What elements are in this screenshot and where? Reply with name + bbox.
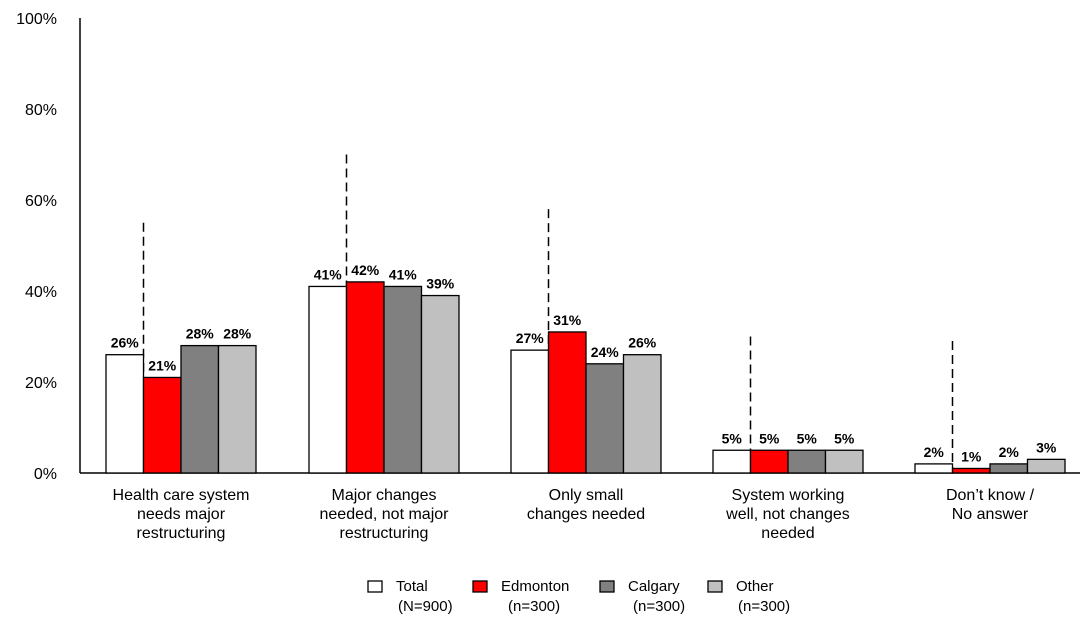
y-tick-label: 60% [25, 193, 57, 210]
y-tick-label: 20% [25, 375, 57, 392]
data-label: 3% [1036, 439, 1057, 455]
category-label: Only small changes needed [527, 487, 645, 523]
legend-sample-size: (n=300) [633, 598, 685, 615]
bar [217, 344, 257, 474]
legend-swatch [472, 580, 488, 593]
legend-label: Other [736, 578, 774, 595]
y-tick-label: 40% [25, 284, 57, 301]
category-label-line: No answer [952, 506, 1029, 523]
bar [585, 363, 625, 474]
data-label: 28% [223, 326, 252, 342]
bar [105, 354, 145, 474]
data-label: 21% [148, 357, 177, 373]
y-tick-label: 0% [34, 466, 57, 483]
bar [712, 449, 752, 474]
bar [383, 285, 423, 474]
category-label-line: needed, not major [320, 506, 450, 523]
category-label: Don’t know / No answer [946, 487, 1035, 523]
category-label-line: needed [761, 525, 814, 542]
data-label: 5% [797, 430, 818, 446]
data-label: 1% [961, 448, 982, 464]
bars [105, 281, 1066, 474]
legend-swatch [599, 580, 615, 593]
legend-swatch [707, 580, 723, 593]
category-labels: Health care system needs major restructuri… [113, 487, 1035, 542]
bar [787, 449, 827, 474]
data-label: 31% [553, 312, 582, 328]
data-label: 24% [591, 344, 620, 360]
data-label: 41% [389, 266, 418, 282]
category-label-line: restructuring [340, 525, 429, 542]
category-label: Major changes needed, not major restructur… [320, 487, 450, 542]
data-label: 2% [999, 444, 1020, 460]
bar [420, 294, 460, 474]
bar [914, 463, 954, 474]
data-label: 5% [759, 430, 780, 446]
data-label: 39% [426, 276, 455, 292]
category-label-line: well, not changes [725, 506, 850, 523]
category-label: System working well, not changes needed [725, 487, 850, 542]
bar [345, 281, 385, 474]
legend-label: Edmonton [501, 578, 569, 595]
bar [510, 349, 550, 474]
data-label: 5% [722, 430, 743, 446]
y-tick-label: 100% [16, 11, 57, 28]
bar [989, 463, 1029, 474]
bar [749, 449, 789, 474]
data-labels: 26% 21% 28% 28% 41% 42% 41% 39% 27% 31% 24% 26% 5% 5%… [111, 262, 1057, 465]
bar [622, 354, 662, 474]
category-label-line: Only small [549, 487, 624, 504]
bar [142, 376, 182, 474]
category-label-line: System working [732, 487, 845, 504]
data-label: 41% [314, 266, 343, 282]
bar [308, 285, 348, 474]
legend: Total (N=900) Edmonton (n=300) Calgary (n=300… [367, 578, 790, 615]
bar [547, 331, 587, 474]
bar [824, 449, 864, 474]
legend-label: Calgary [628, 578, 680, 595]
legend-sample-size: (n=300) [738, 598, 790, 615]
bar [951, 467, 991, 474]
data-label: 5% [834, 430, 855, 446]
legend-swatch [367, 580, 383, 593]
y-tick-label: 80% [25, 102, 57, 119]
data-label: 27% [516, 330, 545, 346]
category-label-line: Health care system [113, 487, 250, 504]
category-label-line: Major changes [332, 487, 437, 504]
bar [1026, 458, 1066, 474]
category-label-line: restructuring [137, 525, 226, 542]
data-label: 42% [351, 262, 380, 278]
legend-sample-size: (n=300) [508, 598, 560, 615]
category-label-line: changes needed [527, 506, 645, 523]
category-label-line: needs major [137, 506, 226, 523]
category-label: Health care system needs major restructuri… [113, 487, 250, 542]
legend-sample-size: (N=900) [398, 598, 453, 615]
bar [180, 344, 220, 474]
category-label-line: Don’t know / [946, 487, 1035, 504]
data-label: 26% [628, 335, 657, 351]
data-label: 26% [111, 335, 140, 351]
data-label: 2% [924, 444, 945, 460]
legend-label: Total [396, 578, 428, 595]
data-label: 28% [186, 326, 215, 342]
